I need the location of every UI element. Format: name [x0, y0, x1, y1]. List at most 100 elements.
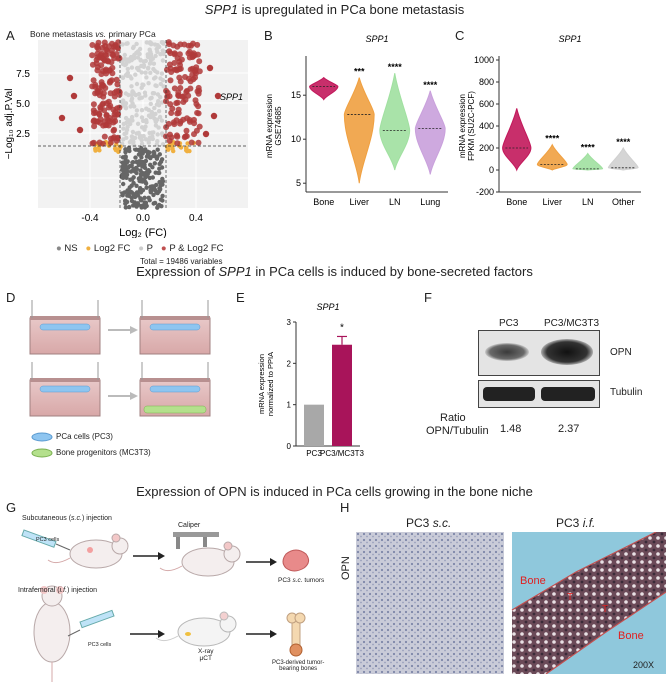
- blot-band-pc3-opn: [485, 343, 529, 361]
- pc3-cells-label-2: PC3 cells: [88, 642, 112, 648]
- volcano-point-p: [157, 114, 163, 120]
- sc-tumors-label: PC3 s.c. tumors: [278, 577, 324, 584]
- xray-line-1: X-ray: [198, 648, 214, 655]
- volcano-point-sig: [92, 90, 99, 97]
- volcano-point-ns: [139, 146, 144, 151]
- volcano-point-p: [160, 142, 166, 147]
- volcano-point-ns: [144, 185, 149, 190]
- volcano-point-sig: [176, 66, 183, 73]
- volcano-point-ns: [143, 181, 149, 186]
- x-tick-label: Bone: [313, 197, 334, 207]
- volcano-legend: ● NS ● Log2 FC ● P ● P & Log2 FC: [56, 243, 266, 254]
- y-tick-label: 3: [287, 318, 292, 327]
- y-tick-label: 5: [296, 178, 301, 188]
- volcano-point-p: [140, 82, 145, 87]
- volcano-point-p: [148, 51, 154, 57]
- volcano-point-sig: [111, 114, 118, 121]
- volcano-point-ns: [160, 176, 165, 182]
- volcano-point-ns: [146, 168, 151, 173]
- volcano-point-ns: [120, 193, 125, 198]
- panel-a-title-vs: vs.: [95, 29, 107, 39]
- y-tick-label: 15: [291, 90, 301, 100]
- volcano-point-ns: [152, 161, 157, 166]
- volcano-point-p: [121, 137, 126, 142]
- if-post: ) injection: [67, 587, 97, 594]
- volcano-point-sig: [185, 42, 192, 49]
- volcano-point-ns: [160, 193, 165, 199]
- y-axis-label: mRNA expression: [458, 94, 467, 158]
- caliper-icon: [173, 532, 219, 549]
- volcano-point-sig: [101, 57, 108, 64]
- volcano-point-p: [144, 118, 149, 123]
- volcano-point-p: [149, 42, 154, 47]
- volcano-point-sig: [196, 58, 203, 65]
- arrow-icon: [246, 630, 277, 638]
- volcano-point-sig: [114, 44, 121, 51]
- blot-tubulin: [478, 380, 600, 408]
- volcano-point-ns: [146, 195, 151, 200]
- volcano-point-ns: [145, 171, 150, 177]
- volcano-point-ns: [139, 205, 144, 210]
- sc-title-it: s.c.: [432, 516, 452, 530]
- volcano-point-p: [142, 90, 148, 95]
- volcano-point-sig: [114, 105, 121, 112]
- volcano-point-p: [129, 114, 135, 120]
- volcano-plot: 7.5 5.0 2.5 -0.4 0.0 0.4 Log₂ (FC) −Log₁…: [4, 39, 248, 238]
- x-tick-label: Bone: [506, 197, 527, 207]
- volcano-point-sig: [116, 55, 123, 62]
- if-injection-label: Intrafemoral (i.f.) injection: [18, 587, 97, 594]
- volcano-point-sig: [106, 67, 113, 74]
- y-axis-label: mRNA expression: [257, 354, 266, 414]
- volcano-point-ns: [123, 154, 128, 159]
- y-tick-label: 0: [489, 165, 494, 175]
- well-coculture: [29, 362, 101, 417]
- sc-injection-label: Subcutaneous (s.c.) injection: [22, 515, 112, 522]
- volcano-point-p: [139, 63, 144, 69]
- arrow-icon: [130, 630, 165, 638]
- volcano-point-sig: [196, 87, 203, 94]
- volcano-point-sig: [108, 59, 115, 66]
- volcano-point-p: [124, 130, 129, 136]
- volcano-point-p: [124, 41, 129, 46]
- if-title-pre: PC3: [556, 516, 583, 530]
- volcano-point-sig: [99, 68, 106, 74]
- syringe-icon: [67, 609, 115, 637]
- volcano-point-ns: [160, 198, 165, 203]
- volcano-point-sig: [174, 133, 181, 140]
- bar-chart-e: SPP1 0 1 2 3 mRNA expression normalized to PPI…: [257, 302, 365, 458]
- volcano-point-p: [125, 124, 130, 130]
- panel-label-c: C: [455, 28, 465, 43]
- volcano-point-sig: [195, 103, 202, 110]
- volcano-point-sig: [89, 83, 96, 90]
- volcano-point-sig: [171, 51, 178, 58]
- volcano-point-sig: [174, 140, 181, 147]
- volcano-point-sig: [183, 133, 190, 140]
- panel-label-a: A: [6, 28, 15, 43]
- volcano-ytick: 2.5: [16, 129, 30, 140]
- y-axis-label: FPKM (SU2C-PCF): [467, 91, 476, 161]
- histology-images: Bone Bone T T 200X: [356, 532, 666, 674]
- volcano-point-sig: [167, 77, 174, 84]
- ratio-value-coculture: 2.37: [558, 423, 580, 435]
- volcano-point-log2fc: [185, 141, 190, 146]
- panel-label-d: D: [6, 290, 16, 305]
- legend-log2fc-label: Log2 FC: [93, 243, 131, 254]
- legend-mc3t3-label: Bone progenitors (MC3T3): [56, 448, 151, 457]
- significance-marker: *: [340, 322, 344, 333]
- volcano-point-p: [130, 101, 135, 106]
- panel-label-h: H: [340, 500, 350, 515]
- significance-marker: ****: [423, 80, 438, 90]
- y-tick-label: 2: [287, 359, 292, 368]
- volcano-point-sig: [196, 123, 203, 130]
- blot-band-label-tubulin: Tubulin: [610, 387, 643, 398]
- volcano-point-ns: [160, 182, 165, 187]
- blot-opn: [478, 330, 600, 376]
- blot-band-label-opn: OPN: [610, 347, 632, 358]
- blot-band-coculture-opn: [541, 339, 593, 365]
- blot-lane-pc3: PC3: [499, 318, 519, 329]
- volcano-point-p: [137, 46, 143, 52]
- violin-ln: [572, 152, 604, 171]
- volcano-point-ns: [151, 201, 156, 206]
- volcano-point-sig: [189, 65, 196, 72]
- tumor-pre: PC3: [278, 577, 293, 584]
